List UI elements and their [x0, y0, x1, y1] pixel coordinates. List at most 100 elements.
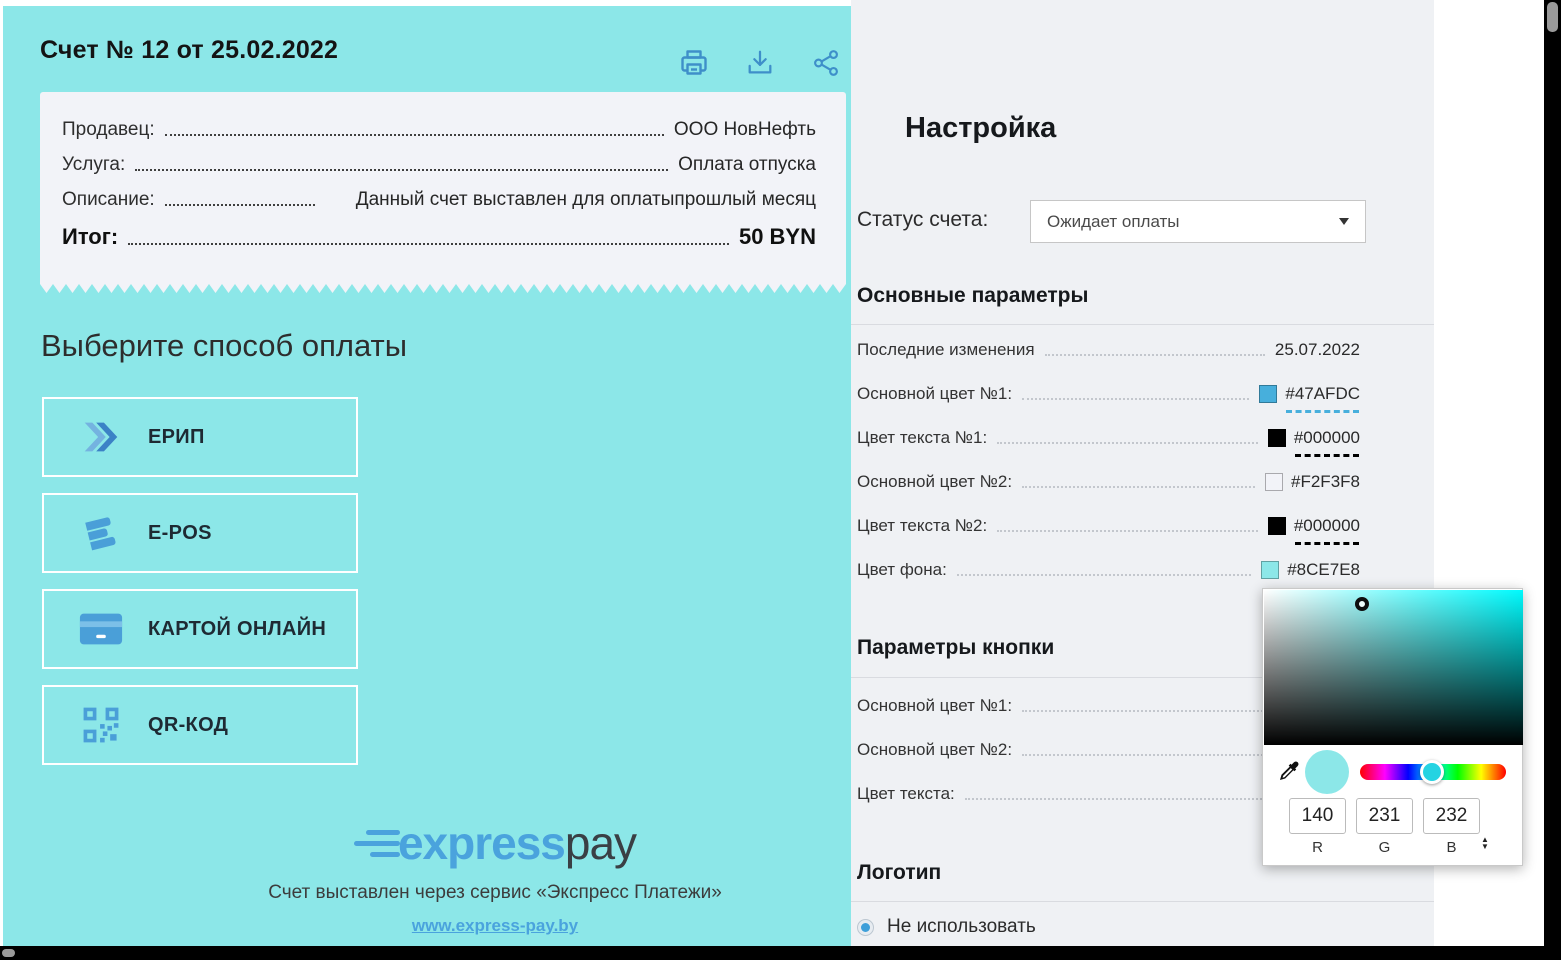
chevron-down-icon [1339, 218, 1349, 225]
param-label: Основной цвет №2: [857, 740, 1013, 759]
invoice-field-seller: Продавец: ООО НовНефть [62, 119, 816, 141]
color-value[interactable]: #000000 [1293, 516, 1360, 545]
vertical-scrollbar-track[interactable] [1544, 0, 1561, 960]
dotted-leader [135, 169, 669, 171]
invoice-footer: express pay Счет выставлен через сервис … [115, 817, 851, 936]
status-label: Статус счета: [857, 208, 989, 231]
section-heading-main-params: Основные параметры [857, 284, 1089, 307]
payment-button-label: КАРТОЙ ОНЛАЙН [148, 617, 327, 640]
section-divider [851, 677, 1434, 678]
r-label: R [1312, 839, 1323, 856]
b-input[interactable] [1423, 798, 1480, 834]
param-label: Основной цвет №1: [857, 384, 1013, 403]
status-dropdown[interactable]: Ожидает оплаты [1030, 200, 1366, 243]
field-value: ООО НовНефть [673, 119, 816, 140]
payment-button-card[interactable]: КАРТОЙ ОНЛАЙН [42, 589, 358, 669]
param-row-btn-main-color-2: Основной цвет №2: [851, 740, 1434, 760]
horizontal-scrollbar-thumb[interactable] [2, 949, 15, 957]
dotted-leader [1044, 354, 1265, 356]
dotted-leader [164, 134, 664, 136]
field-value: Оплата отпуска [678, 154, 816, 175]
dotted-leader [997, 442, 1258, 444]
param-label: Основной цвет №1: [857, 696, 1013, 715]
current-color-preview [1305, 750, 1349, 794]
dotted-leader [1022, 398, 1250, 400]
param-label: Цвет фона: [857, 560, 947, 579]
g-label: G [1378, 839, 1391, 856]
expresspay-logo: express pay [353, 817, 637, 869]
dotted-leader [956, 574, 1252, 576]
payment-button-epos[interactable]: E-POS [42, 493, 358, 573]
payment-method-heading: Выберите способ оплаты [41, 328, 408, 363]
dotted-leader [128, 243, 729, 245]
color-value[interactable]: #F2F3F8 [1291, 472, 1360, 491]
radio-dot [861, 922, 870, 932]
invoice-field-description: Описание: Данный счет выставлен для опла… [62, 189, 816, 211]
param-row-main-color-2: Основной цвет №2: #F2F3F8 [851, 472, 1434, 492]
saturation-cursor[interactable] [1355, 597, 1369, 611]
param-label: Цвет текста №1: [857, 428, 988, 447]
download-icon[interactable] [743, 46, 777, 80]
section-heading-logo: Логотип [857, 861, 942, 884]
payment-button-erip[interactable]: ЕРИП [42, 397, 358, 477]
hue-slider-thumb[interactable] [1420, 760, 1444, 784]
color-format-toggle-icon[interactable]: ▲ ▼ [1481, 835, 1489, 851]
color-value[interactable]: #000000 [1293, 428, 1360, 457]
color-swatch[interactable] [1259, 385, 1278, 403]
qr-icon [78, 703, 124, 747]
param-value: 25.07.2022 [1274, 340, 1360, 359]
color-value[interactable]: #8CE7E8 [1287, 560, 1360, 579]
saturation-area[interactable] [1264, 590, 1523, 745]
card-icon [78, 609, 124, 649]
field-label: Продавец: [62, 119, 155, 140]
color-swatch[interactable] [1265, 473, 1284, 491]
radio-label: Не использовать [887, 916, 1036, 937]
invoice-toolbar [677, 46, 843, 80]
param-label: Последние изменения [857, 340, 1035, 359]
receipt-zigzag-edge [40, 284, 846, 293]
payment-button-qr[interactable]: QR-КОД [42, 685, 358, 765]
payment-button-label: E-POS [148, 521, 212, 544]
param-label: Основной цвет №2: [857, 472, 1013, 491]
logo-express-text: express [397, 817, 566, 869]
color-swatch[interactable] [1267, 517, 1286, 535]
invoice-panel: Счет № 12 от 25.02.2022 [3, 6, 851, 946]
radio-button[interactable] [857, 918, 874, 936]
logo-pay-text: pay [564, 817, 637, 869]
vertical-scrollbar-thumb[interactable] [1547, 2, 1558, 32]
section-heading-button-params: Параметры кнопки [857, 636, 1055, 659]
param-row-bg-color: Цвет фона: #8CE7E8 [851, 560, 1434, 580]
param-label: Цвет текста №2: [857, 516, 988, 535]
param-row-main-color-1: Основной цвет №1: #47AFDC [851, 384, 1434, 413]
field-label: Описание: [62, 189, 155, 210]
payment-button-label: ЕРИП [148, 425, 205, 448]
horizontal-scrollbar-track[interactable] [0, 946, 1544, 960]
express-pay-link[interactable]: www.express-pay.by [411, 916, 579, 935]
color-swatch[interactable] [1267, 429, 1286, 447]
section-divider [851, 324, 1434, 325]
g-input[interactable] [1356, 798, 1413, 834]
invoice-field-service: Услуга: Оплата отпуска [62, 154, 816, 176]
print-icon[interactable] [677, 46, 711, 80]
color-value[interactable]: #47AFDC [1285, 384, 1360, 413]
dotted-leader [1022, 710, 1350, 712]
invoice-card: Продавец: ООО НовНефть Услуга: Оплата от… [40, 92, 846, 293]
color-picker-popup: R G B ▲▼ [1262, 588, 1523, 866]
color-swatch[interactable] [1261, 561, 1280, 579]
settings-panel: Настройка Статус счета: Ожидает оплаты О… [851, 0, 1434, 946]
payment-button-label: QR-КОД [148, 713, 229, 736]
dotted-leader [1022, 486, 1256, 488]
epos-icon [78, 511, 124, 555]
status-selected-value: Ожидает оплаты [1047, 211, 1180, 231]
field-label: Итог: [62, 224, 119, 249]
share-icon[interactable] [809, 46, 843, 80]
logo-option-not-use[interactable]: Не использовать [857, 916, 1036, 938]
r-input[interactable] [1289, 798, 1346, 834]
param-row-last-changed: Последние изменения 25.07.2022 [851, 340, 1434, 360]
b-label: B [1446, 839, 1457, 856]
field-value: 50 BYN [738, 224, 816, 249]
param-row-btn-text-color: Цвет текста: [851, 784, 1434, 804]
eyedropper-icon[interactable] [1277, 759, 1301, 783]
param-row-text-color-1: Цвет текста №1: #000000 [851, 428, 1434, 457]
